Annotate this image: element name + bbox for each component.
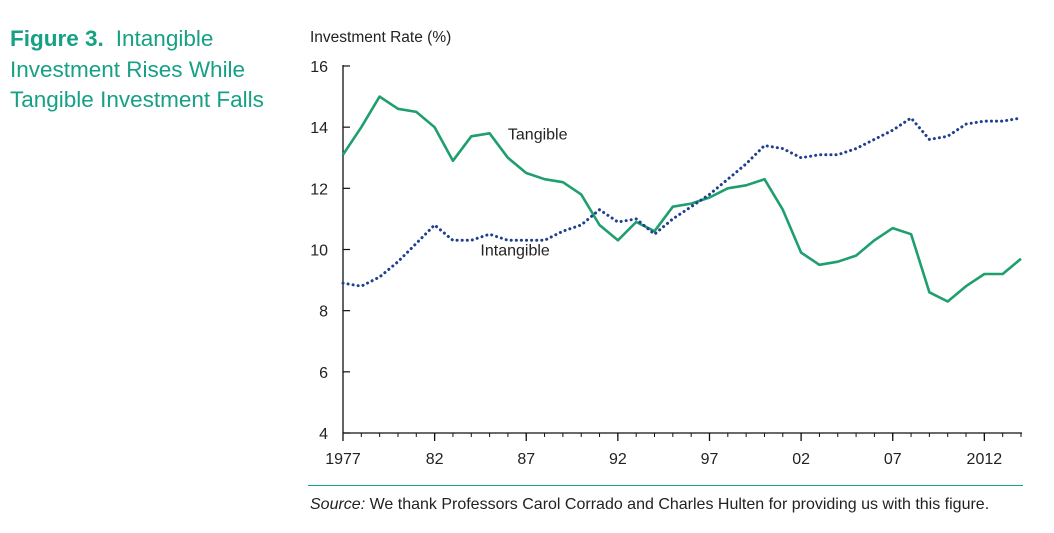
source-note: Source: We thank Professors Carol Corrad… bbox=[310, 496, 1050, 514]
series-label-intangible: Intangible bbox=[480, 243, 549, 260]
source-label: Source: bbox=[310, 496, 366, 513]
figure-title: Figure 3. Intangible Investment Rises Whi… bbox=[10, 24, 290, 116]
axes: Investment Rate (%) 4 6 8 10 12 14 16 1977 82 87 92… bbox=[310, 29, 1022, 468]
series-line-intangible bbox=[341, 116, 1023, 288]
y-tick-label: 10 bbox=[310, 243, 328, 260]
y-tick-label: 14 bbox=[310, 120, 328, 137]
x-tick-label: 07 bbox=[884, 451, 902, 468]
x-tick-label: 2012 bbox=[967, 451, 1003, 468]
y-tick-label: 12 bbox=[310, 181, 328, 198]
y-axis-label: Investment Rate (%) bbox=[310, 29, 451, 46]
x-tick-label: 1977 bbox=[325, 451, 361, 468]
y-tick-label: 6 bbox=[319, 365, 328, 382]
source-divider bbox=[308, 485, 1023, 486]
series-label-tangible: Tangible bbox=[508, 126, 568, 143]
series-lines bbox=[341, 95, 1023, 303]
y-tick-label: 8 bbox=[319, 304, 328, 321]
y-tick-label: 16 bbox=[310, 59, 328, 76]
source-text: We thank Professors Carol Corrado and Ch… bbox=[369, 496, 990, 513]
x-tick-label: 82 bbox=[426, 451, 444, 468]
series-labels: Tangible Intangible bbox=[480, 126, 567, 259]
figure-number: Figure 3. bbox=[10, 26, 104, 51]
x-tick-label: 02 bbox=[792, 451, 810, 468]
figure-title-text: Intangible Investment Rises While Tangib… bbox=[10, 26, 264, 112]
x-tick-label: 97 bbox=[701, 451, 719, 468]
x-tick-label: 92 bbox=[609, 451, 627, 468]
series-line-tangible bbox=[341, 95, 1022, 303]
x-tick-label: 87 bbox=[517, 451, 535, 468]
y-tick-label: 4 bbox=[319, 426, 328, 443]
